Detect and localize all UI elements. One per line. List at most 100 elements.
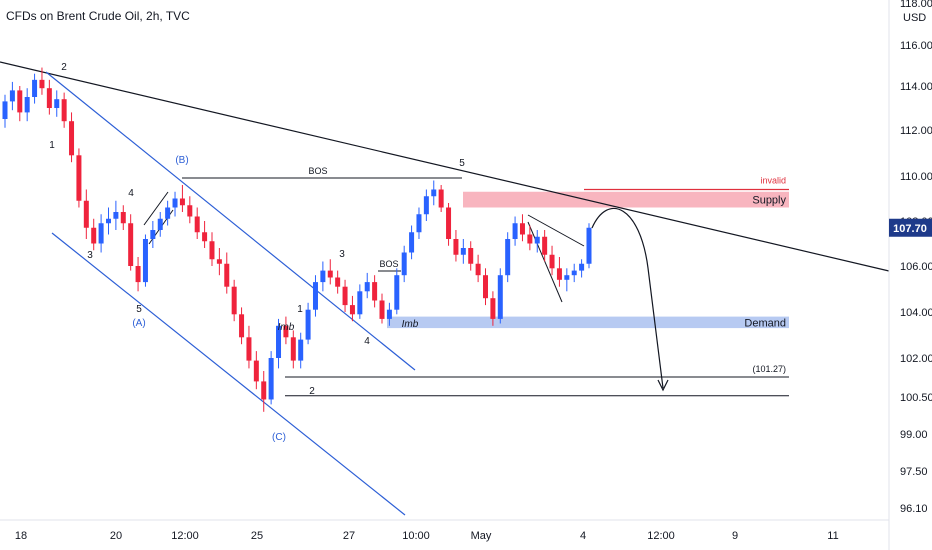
demand-label: Demand bbox=[744, 317, 786, 329]
candle-body bbox=[527, 234, 533, 244]
candle-body bbox=[283, 325, 289, 338]
candle-body bbox=[335, 277, 341, 287]
candle-body bbox=[142, 239, 148, 283]
candle-body bbox=[542, 236, 548, 255]
wave-label-5: 5 bbox=[136, 304, 142, 315]
candle-body bbox=[298, 339, 304, 361]
candle-body bbox=[135, 266, 141, 283]
y-tick-label: 99.00 bbox=[900, 429, 928, 441]
x-tick-label: 4 bbox=[580, 530, 586, 542]
candle-body bbox=[505, 239, 511, 276]
candle-body bbox=[497, 275, 503, 319]
x-tick-label: 25 bbox=[251, 530, 263, 542]
candle-body bbox=[39, 79, 45, 89]
candle-body bbox=[32, 79, 38, 97]
current-price-badge bbox=[889, 218, 932, 237]
candles-layer bbox=[2, 67, 592, 412]
x-tick-label: 12:00 bbox=[647, 530, 675, 542]
y-tick-label: 112.00 bbox=[900, 125, 932, 137]
wave-label-2: 2 bbox=[309, 386, 315, 397]
time-axis[interactable]: 18 20 12:00 25 27 10:00 May 4 12:00 9 11 bbox=[0, 519, 889, 542]
candle-body bbox=[349, 305, 355, 315]
candle-body bbox=[276, 325, 282, 358]
candle-body bbox=[446, 207, 452, 239]
candle-body bbox=[76, 155, 82, 201]
candle-body bbox=[519, 223, 525, 235]
projection-arrowhead bbox=[657, 379, 669, 392]
bos-label: BOS bbox=[308, 166, 327, 176]
candle-body bbox=[475, 263, 481, 276]
candle-body bbox=[364, 282, 370, 292]
candle-body bbox=[120, 212, 126, 224]
candle-body bbox=[453, 239, 459, 255]
candle-body bbox=[128, 223, 134, 266]
x-tick-label: 9 bbox=[732, 530, 738, 542]
candle-body bbox=[305, 309, 311, 340]
imb-label: Imb bbox=[402, 319, 419, 330]
y-tick-label: 100.50 bbox=[900, 392, 932, 404]
candle-body bbox=[512, 223, 518, 239]
current-price-label: 107.70 bbox=[893, 223, 927, 235]
projection-path bbox=[591, 207, 664, 389]
candle-body bbox=[386, 309, 392, 319]
price-axis[interactable]: 118.00116.00114.00112.00110.00108.00106.… bbox=[888, 0, 932, 550]
candle-body bbox=[9, 90, 15, 102]
candle-body bbox=[231, 286, 237, 315]
candle-body bbox=[394, 275, 400, 310]
candle-body bbox=[105, 218, 111, 224]
wave-label-2: 2 bbox=[61, 62, 67, 73]
candle-body bbox=[586, 227, 592, 264]
bos-label: BOS bbox=[379, 259, 398, 269]
x-tick-label: 27 bbox=[343, 530, 355, 542]
y-tick-label: 118.00 bbox=[900, 0, 932, 10]
candle-body bbox=[312, 282, 318, 310]
imb-label: Imb bbox=[278, 322, 295, 333]
candle-body bbox=[579, 263, 585, 271]
y-tick-label: 114.00 bbox=[900, 81, 932, 93]
wave-label-4: 4 bbox=[128, 188, 134, 199]
candle-body bbox=[239, 314, 245, 338]
candle-body bbox=[150, 230, 156, 239]
candle-body bbox=[54, 99, 60, 108]
wave-label-4: 4 bbox=[364, 336, 370, 347]
candle-body bbox=[187, 205, 193, 217]
candle-body bbox=[438, 189, 444, 208]
candle-body bbox=[165, 207, 171, 219]
candle-body bbox=[416, 214, 422, 233]
wave-label-C: (C) bbox=[272, 432, 286, 443]
candle-body bbox=[91, 227, 97, 244]
candle-body bbox=[556, 268, 562, 280]
supply-zone bbox=[463, 191, 789, 208]
candle-body bbox=[24, 97, 30, 113]
x-tick-label: 11 bbox=[827, 530, 838, 542]
candle-body bbox=[17, 90, 23, 113]
candle-body bbox=[46, 88, 52, 108]
x-tick-label: 18 bbox=[15, 530, 27, 542]
candle-body bbox=[216, 259, 222, 264]
wave-label-A: (A) bbox=[132, 318, 145, 329]
candle-body bbox=[401, 252, 407, 276]
wave-label-1: 1 bbox=[297, 304, 303, 315]
wave-label-1: 1 bbox=[49, 140, 55, 151]
y-tick-label: 96.10 bbox=[900, 503, 928, 515]
candle-body bbox=[342, 286, 348, 306]
candle-body bbox=[246, 337, 252, 361]
candle-body bbox=[69, 121, 75, 156]
candle-body bbox=[564, 275, 570, 280]
candle-body bbox=[357, 291, 363, 315]
candle-body bbox=[460, 248, 466, 255]
candle-body bbox=[571, 270, 577, 276]
y-tick-label: 102.00 bbox=[900, 353, 932, 365]
candle-body bbox=[379, 300, 385, 319]
x-tick-label: 20 bbox=[110, 530, 122, 542]
candle-body bbox=[431, 189, 437, 197]
y-tick-label: 110.00 bbox=[900, 171, 932, 183]
wave-label-B: (B) bbox=[175, 155, 188, 166]
supply-label: Supply bbox=[752, 195, 786, 207]
candle-body bbox=[157, 218, 163, 230]
y-tick-label: 106.00 bbox=[900, 261, 932, 273]
wave-label-3: 3 bbox=[87, 250, 93, 261]
wave-label-5: 5 bbox=[459, 158, 465, 169]
